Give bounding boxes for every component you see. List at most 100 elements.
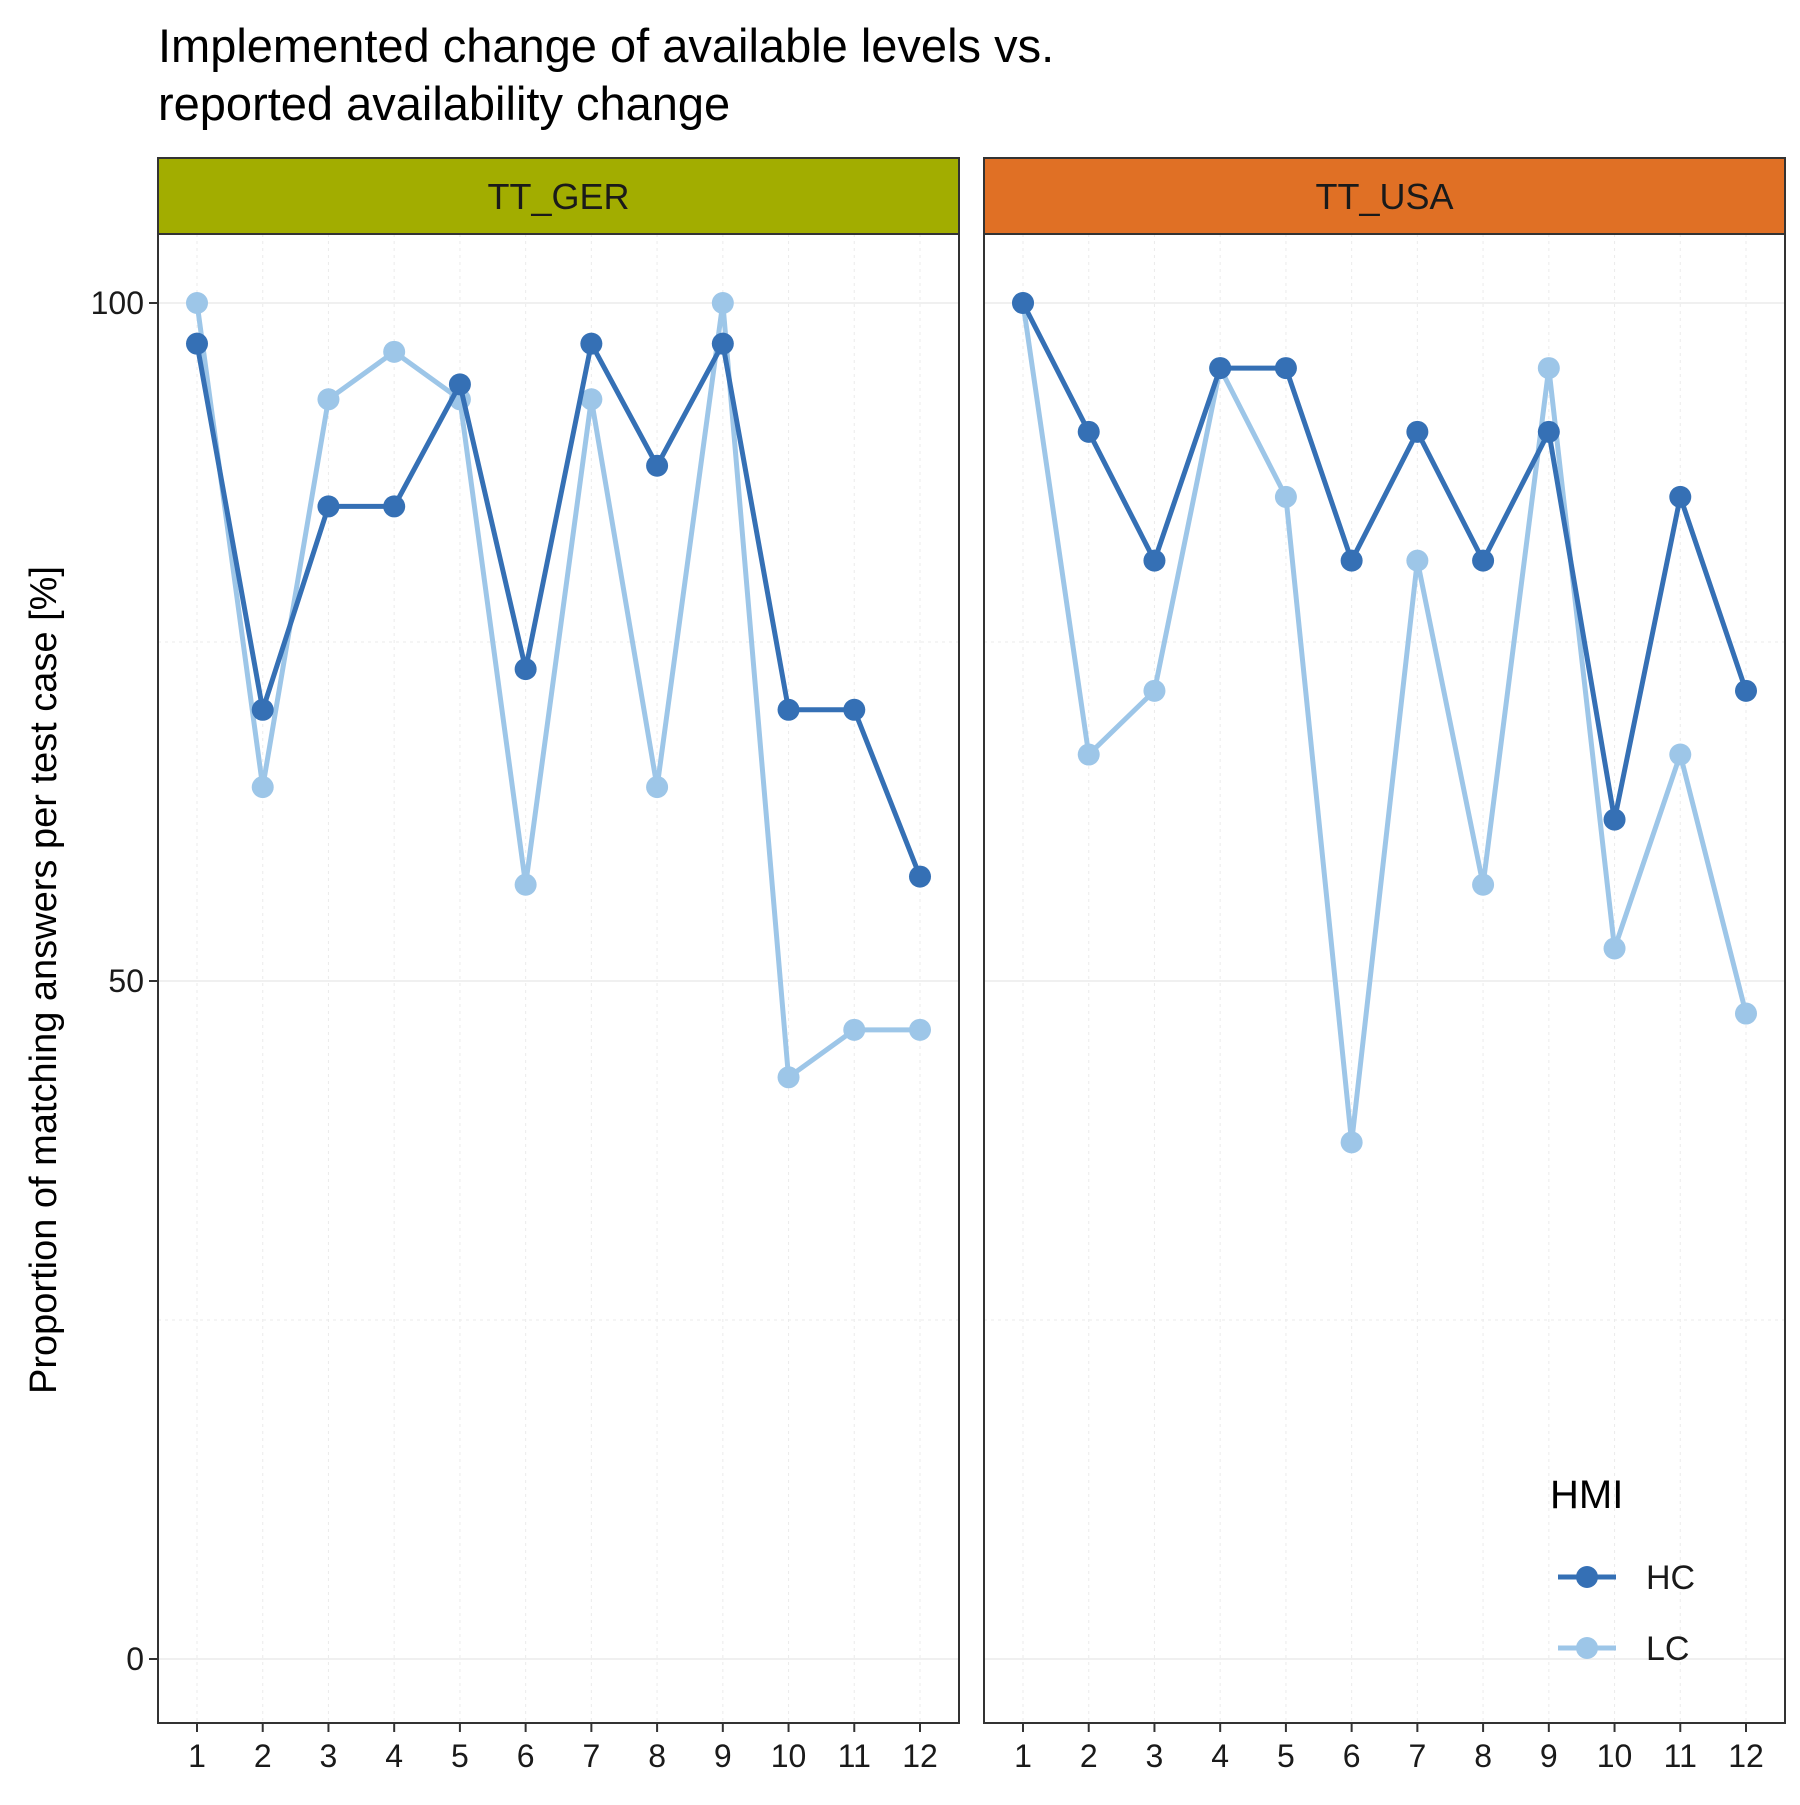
grid (158, 234, 959, 1723)
legend-label: HC (1646, 1559, 1695, 1597)
x-tick-label: 10 (771, 1738, 807, 1774)
legend-key-point (1576, 1566, 1598, 1588)
x-tick-label: 9 (1540, 1738, 1558, 1774)
x-tick-label: 1 (1014, 1738, 1032, 1774)
data-point (1735, 1002, 1757, 1025)
data-point (646, 776, 669, 799)
x-tick-label: 4 (385, 1738, 403, 1774)
data-point (1406, 549, 1429, 572)
legend: HMI HC LC (1550, 1473, 1695, 1668)
data-point (580, 388, 603, 411)
x-tick-label: 6 (1343, 1738, 1361, 1774)
x-tick-label: 4 (1211, 1738, 1229, 1774)
data-point (1274, 357, 1297, 380)
series-hc (186, 332, 931, 888)
series-lc (186, 292, 931, 1089)
chart-title-line-1: Implemented change of available levels v… (158, 19, 1054, 72)
panel-border (983, 233, 1786, 1724)
x-tick-label: 1 (188, 1738, 206, 1774)
data-point (1603, 937, 1626, 960)
data-point (251, 776, 274, 799)
facet-strip-label: TT_GER (487, 176, 629, 217)
series-line (194, 300, 920, 1080)
y-tick-label: 0 (126, 1641, 144, 1677)
x-tick-label: 9 (714, 1738, 732, 1774)
data-point (1209, 357, 1232, 380)
x-tick-label: 5 (451, 1738, 469, 1774)
facet-strip (157, 157, 960, 235)
data-point (186, 292, 208, 314)
data-point (843, 698, 866, 721)
data-point (909, 1018, 931, 1041)
data-point (383, 340, 406, 363)
grid (984, 234, 1785, 1723)
data-point (251, 698, 274, 721)
series-line (194, 341, 923, 878)
series-line (1020, 302, 1749, 1145)
data-point (1077, 420, 1100, 443)
x-tick-label: 2 (254, 1738, 272, 1774)
x-tick-label: 6 (517, 1738, 535, 1774)
data-point (1537, 357, 1560, 380)
facet-strip (983, 157, 1786, 235)
data-point (448, 373, 471, 396)
x-tick-label: 3 (320, 1738, 338, 1774)
data-point (1472, 873, 1495, 896)
y-tick-label: 100 (91, 285, 144, 321)
series-lc (1012, 292, 1757, 1154)
x-tick-label: 7 (1408, 1738, 1426, 1774)
data-point (1143, 679, 1166, 702)
data-point (1012, 292, 1034, 314)
data-point (514, 658, 537, 681)
x-tick-label: 3 (1146, 1738, 1164, 1774)
data-point (1143, 549, 1166, 572)
data-point (317, 495, 340, 518)
data-point (1472, 549, 1495, 572)
data-point (1406, 420, 1429, 443)
data-point (711, 332, 734, 355)
x-tick-label: 10 (1597, 1738, 1633, 1774)
x-tick-label: 12 (1728, 1738, 1764, 1774)
x-tick-label: 11 (838, 1738, 871, 1774)
data-point (317, 388, 340, 411)
data-point (1340, 1131, 1363, 1154)
data-point (186, 332, 208, 355)
data-point (843, 1018, 866, 1041)
legend-title: HMI (1550, 1473, 1623, 1517)
x-tick-label: 8 (648, 1738, 666, 1774)
data-point (1274, 485, 1297, 508)
data-point (777, 698, 800, 721)
y-tick-label: 50 (108, 963, 144, 999)
facet-strip-label: TT_USA (1315, 176, 1453, 217)
x-tick-label: 8 (1474, 1738, 1492, 1774)
data-point (383, 495, 406, 518)
data-point (1340, 549, 1363, 572)
x-tick-label: 5 (1277, 1738, 1295, 1774)
data-point (514, 873, 537, 896)
legend-entry-hc: HC (1558, 1559, 1695, 1597)
data-point (646, 454, 669, 477)
x-tick-label: 7 (582, 1738, 600, 1774)
data-point (1603, 808, 1626, 831)
legend-entry-lc: LC (1558, 1630, 1689, 1668)
x-tick-label: 11 (1664, 1738, 1697, 1774)
y-axis-label: Proportion of matching answers per test … (23, 566, 65, 1394)
data-point (777, 1066, 800, 1089)
data-point (1077, 743, 1100, 766)
data-point (1735, 679, 1757, 702)
data-point (1669, 485, 1692, 508)
series-hc (1012, 292, 1757, 831)
legend-label: LC (1646, 1630, 1689, 1668)
series-line (1020, 301, 1749, 823)
x-tick-label: 12 (902, 1738, 938, 1774)
data-point (711, 292, 734, 314)
data-point (580, 332, 603, 355)
chart-title-line-2: reported availability change (158, 77, 730, 130)
x-tick-label: 2 (1080, 1738, 1098, 1774)
data-point (909, 865, 931, 888)
panel-border (157, 233, 960, 1724)
